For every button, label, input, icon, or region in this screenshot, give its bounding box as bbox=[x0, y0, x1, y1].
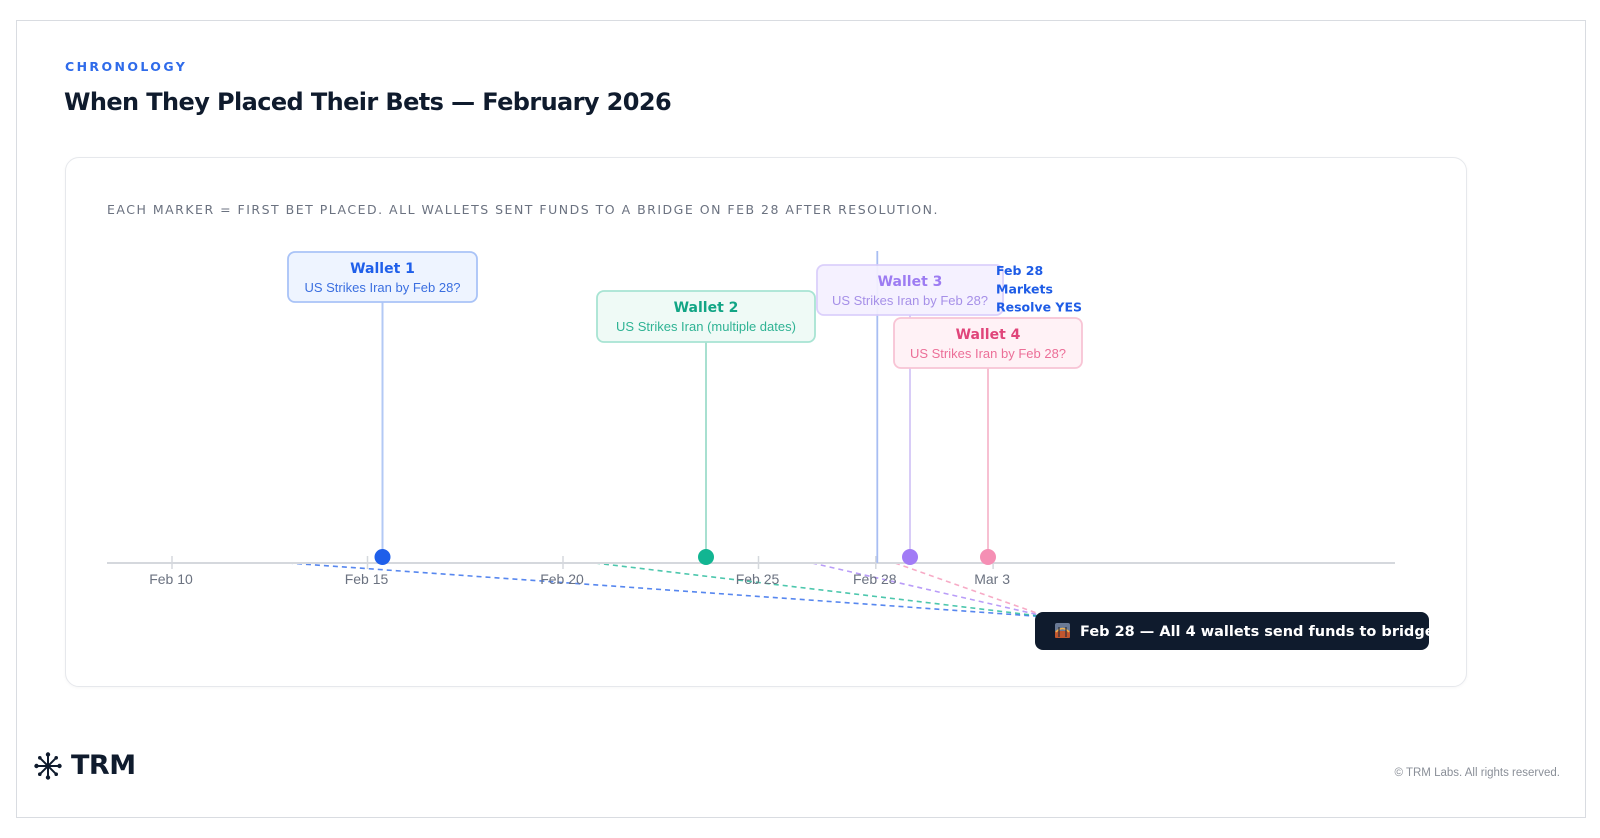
event-marker-3 bbox=[902, 549, 918, 565]
logo-wordmark: TRM bbox=[71, 750, 136, 781]
event-box-1: Wallet 1 US Strikes Iran by Feb 28? bbox=[287, 251, 478, 303]
copyright-text: © TRM Labs. All rights reserved. bbox=[1394, 767, 1561, 779]
bridge-callout-text: Feb 28 — All 4 wallets send funds to bri… bbox=[1080, 624, 1435, 640]
event-box-2: Wallet 2 US Strikes Iran (multiple dates) bbox=[596, 290, 816, 343]
trm-starburst-icon bbox=[34, 751, 62, 780]
bridge-callout: Feb 28 — All 4 wallets send funds to bri… bbox=[1035, 612, 1435, 650]
event-box-3: Wallet 3 US Strikes Iran by Feb 28? bbox=[816, 264, 1004, 316]
event-box-bg bbox=[596, 290, 816, 343]
event-box-bg bbox=[287, 251, 478, 303]
bridge-callout-bg bbox=[1035, 612, 1429, 650]
event-box-bg bbox=[816, 264, 1004, 316]
x-tick-label: Feb 20 bbox=[540, 571, 584, 587]
event-title: Wallet 2 bbox=[674, 300, 739, 316]
x-tick-label: Feb 10 bbox=[149, 571, 193, 587]
event-market: US Strikes Iran by Feb 28? bbox=[304, 280, 460, 295]
section-eyebrow: CHRONOLOGY bbox=[65, 59, 188, 74]
bridge-connector-1 bbox=[287, 562, 1049, 618]
x-tick-label: Feb 25 bbox=[736, 571, 780, 587]
bridge-emoji-icon bbox=[1055, 623, 1070, 638]
event-title: Wallet 4 bbox=[956, 327, 1021, 343]
event-title: Wallet 3 bbox=[878, 274, 943, 290]
event-marker-4 bbox=[980, 549, 996, 565]
resolution-label-line: Markets bbox=[996, 281, 1053, 296]
bridge-connector-3 bbox=[811, 562, 1049, 618]
bridge-connector-2 bbox=[594, 562, 1049, 618]
x-tick-label: Mar 3 bbox=[974, 571, 1010, 587]
resolution-label-line: Feb 28 bbox=[996, 263, 1043, 278]
event-box-bg bbox=[893, 317, 1083, 369]
resolution-label-line: Resolve YES bbox=[996, 300, 1082, 315]
event-market: US Strikes Iran (multiple dates) bbox=[616, 319, 796, 334]
event-market: US Strikes Iran by Feb 28? bbox=[910, 346, 1066, 361]
event-marker-1 bbox=[374, 549, 391, 565]
event-box-4: Wallet 4 US Strikes Iran by Feb 28? bbox=[893, 317, 1083, 369]
trm-logo: TRM bbox=[33, 750, 136, 781]
x-tick-label: Feb 28 bbox=[853, 571, 897, 587]
event-title: Wallet 1 bbox=[350, 261, 415, 277]
event-marker-2 bbox=[698, 549, 714, 565]
bridge-connector-4 bbox=[894, 562, 1049, 618]
x-tick-label: Feb 15 bbox=[345, 571, 389, 587]
chart-note: EACH MARKER = FIRST BET PLACED. ALL WALL… bbox=[107, 202, 939, 217]
chart-card bbox=[65, 157, 1467, 687]
event-market: US Strikes Iran by Feb 28? bbox=[832, 293, 988, 308]
page-title: When They Placed Their Bets — February 2… bbox=[64, 88, 672, 116]
